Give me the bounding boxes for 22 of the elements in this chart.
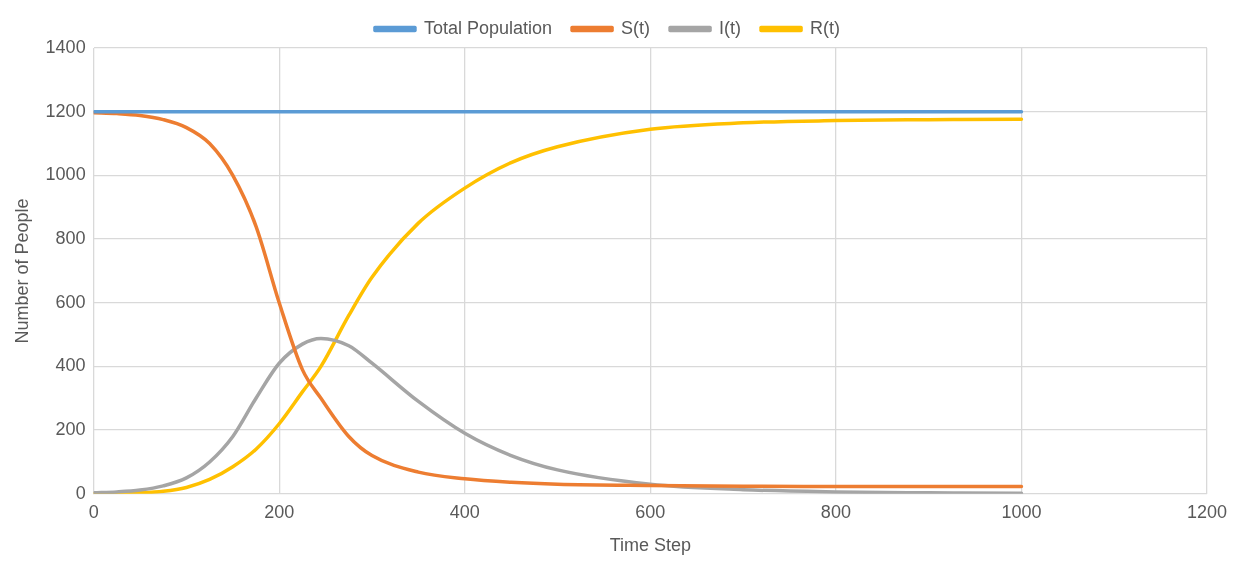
legend-label: S(t): [621, 17, 651, 38]
line-series: [93, 336, 1024, 494]
x-tick-label: 800: [820, 501, 851, 522]
y-tick-label: 400: [55, 355, 86, 376]
x-tick-label: 0: [88, 501, 99, 522]
x-tick-label: 1000: [1001, 501, 1042, 522]
y-tick-label: 600: [55, 291, 86, 312]
x-tick-label: 600: [635, 501, 666, 522]
y-tick-label: 800: [55, 228, 86, 249]
y-tick-label: 1200: [45, 100, 86, 121]
x-tick-label: 400: [449, 501, 480, 522]
legend-label: R(t): [810, 17, 841, 38]
x-axis-title: Time Step: [609, 535, 692, 556]
y-axis-title: Number of People: [11, 198, 32, 344]
y-tick-label: 1400: [45, 36, 86, 57]
y-tick-label: 0: [75, 482, 86, 503]
y-tick-label: 200: [55, 419, 86, 440]
legend-label: I(t): [719, 17, 742, 38]
x-tick-label: 1200: [1186, 501, 1228, 522]
y-tick-label: 1000: [45, 164, 86, 185]
legend-label: Total Population: [423, 17, 553, 38]
x-tick-label: 200: [264, 501, 295, 522]
